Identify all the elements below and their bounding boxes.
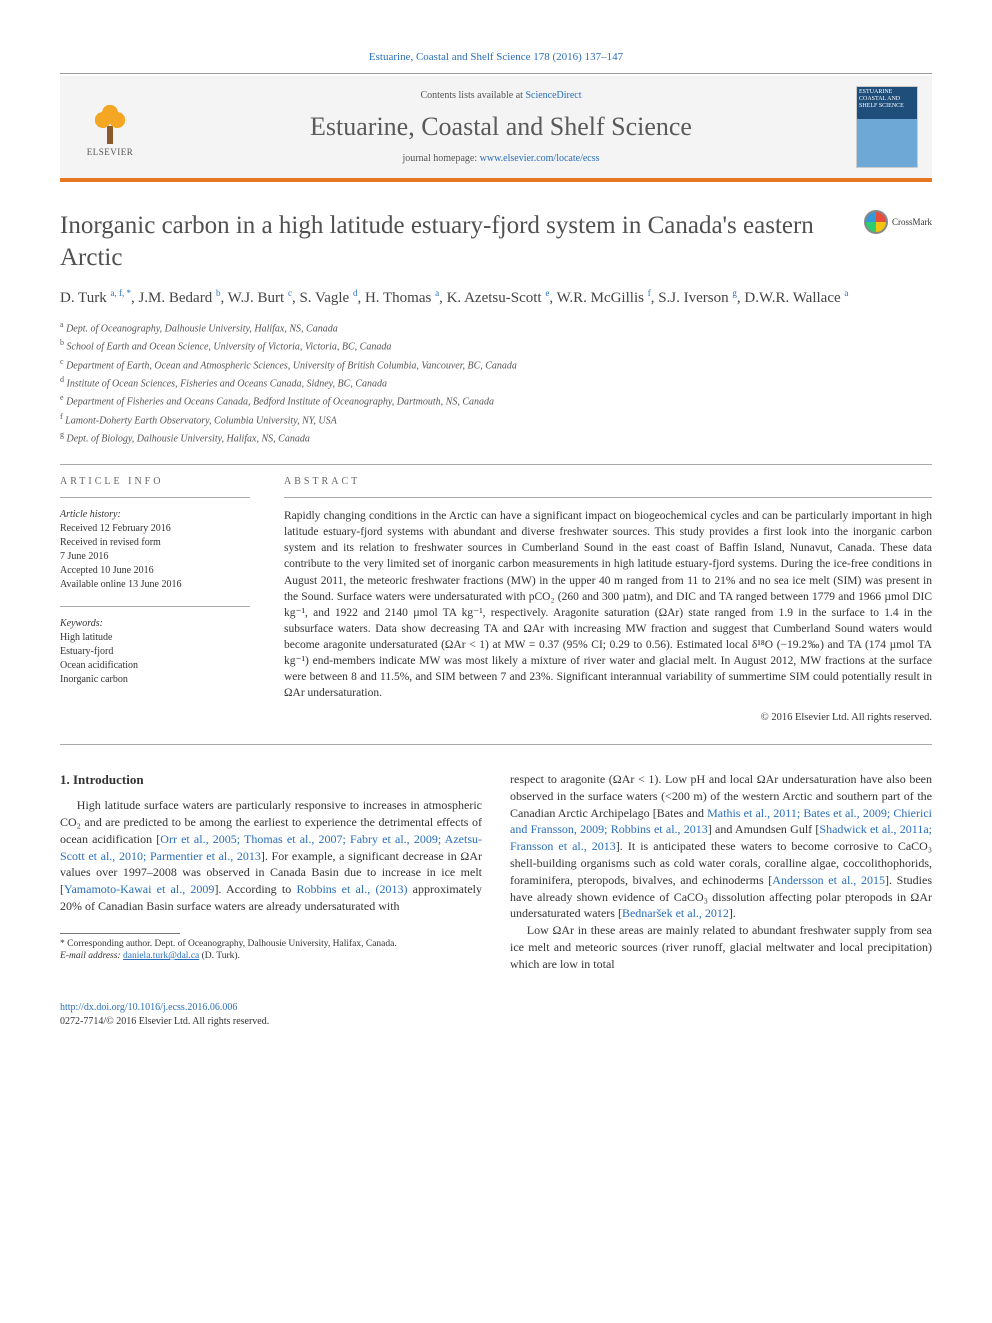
keyword-item: Inorganic carbon [60,673,250,687]
history-line: Received in revised form [60,536,250,550]
history-line: 7 June 2016 [60,550,250,564]
crossmark-label: CrossMark [892,216,932,229]
abstract-heading: ABSTRACT [284,475,932,489]
affiliations: a Dept. of Oceanography, Dalhousie Unive… [60,319,932,446]
keyword-item: Estuary-fjord [60,645,250,659]
footnote-rule [60,933,180,934]
homepage-prefix: journal homepage: [402,153,479,164]
citation-link[interactable]: Robbins et al., (2013) [296,882,407,896]
affiliation-line: b School of Earth and Ocean Science, Uni… [60,337,932,354]
article-info-heading: ARTICLE INFO [60,475,250,489]
issn-copyright: 0272-7714/© 2016 Elsevier Ltd. All right… [60,1015,932,1029]
header-citation: Estuarine, Coastal and Shelf Science 178… [60,50,932,65]
corr-author-line: * Corresponding author. Dept. of Oceanog… [60,938,482,950]
corr-email-line: E-mail address: daniela.turk@dal.ca (D. … [60,950,482,962]
homepage-link[interactable]: www.elsevier.com/locate/ecss [480,153,600,164]
page-footer: http://dx.doi.org/10.1016/j.ecss.2016.06… [60,1001,932,1029]
affiliation-line: f Lamont-Doherty Earth Observatory, Colu… [60,411,932,428]
top-rule [60,73,932,74]
homepage-line: journal homepage: www.elsevier.com/locat… [146,152,856,166]
affiliation-line: d Institute of Ocean Sciences, Fisheries… [60,374,932,391]
author-list: D. Turk a, f, *, J.M. Bedard b, W.J. Bur… [60,287,932,309]
affiliation-line: g Dept. of Biology, Dalhousie University… [60,429,932,446]
elsevier-logo: ELSEVIER [74,96,146,159]
elsevier-tree-icon [86,96,134,144]
elsevier-word: ELSEVIER [74,146,146,159]
article-title: Inorganic carbon in a high latitude estu… [60,210,864,273]
journal-title: Estuarine, Coastal and Shelf Science [146,109,856,145]
email-label: E-mail address: [60,951,123,961]
keyword-item: Ocean acidification [60,659,250,673]
sciencedirect-link[interactable]: ScienceDirect [525,90,581,101]
crossmark-icon [864,210,888,234]
text: (D. Turk). [199,951,240,961]
history-line: Accepted 10 June 2016 [60,564,250,578]
intro-paragraph-1-cont: respect to aragonite (ΩAr < 1). Low pH a… [510,771,932,922]
corr-email-link[interactable]: daniela.turk@dal.ca [123,951,199,961]
text: ]. According to [214,882,296,896]
contents-prefix: Contents lists available at [420,90,525,101]
text: ]. [729,906,736,920]
affiliation-line: a Dept. of Oceanography, Dalhousie Unive… [60,319,932,336]
citation-link[interactable]: Yamamoto-Kawai et al., 2009 [64,882,214,896]
abstract-column: ABSTRACT Rapidly changing conditions in … [284,475,932,726]
keyword-item: High latitude [60,631,250,645]
section-heading-intro: 1. Introduction [60,771,482,789]
history-line: Available online 13 June 2016 [60,578,250,592]
abstract-copyright: © 2016 Elsevier Ltd. All rights reserved… [284,711,932,726]
text: ] and Amundsen Gulf [ [708,822,820,836]
keywords-head: Keywords: [60,617,250,631]
citation-link[interactable]: Bednaršek et al., 2012 [622,906,729,920]
intro-paragraph-1: High latitude surface waters are particu… [60,797,482,915]
keywords-block: Keywords: High latitudeEstuary-fjordOcea… [60,617,250,687]
corresponding-footnote: * Corresponding author. Dept. of Oceanog… [60,938,482,963]
doi-link[interactable]: http://dx.doi.org/10.1016/j.ecss.2016.06… [60,1002,237,1013]
banner-center: Contents lists available at ScienceDirec… [146,89,856,165]
journal-cover-thumb: ESTUARINE COASTAL AND SHELF SCIENCE [856,86,918,168]
divider [60,464,932,465]
divider [60,744,932,745]
abstract-rule [284,497,932,498]
intro-paragraph-2: Low ΩAr in these areas are mainly relate… [510,922,932,972]
article-history: Article history: Received 12 February 20… [60,508,250,592]
crossmark-widget[interactable]: CrossMark [864,210,932,234]
info-rule [60,497,250,498]
body-two-column: 1. Introduction High latitude surface wa… [60,771,932,973]
citation-link[interactable]: Andersson et al., 2015 [772,873,885,887]
abstract-text: Rapidly changing conditions in the Arcti… [284,508,932,701]
affiliation-line: c Department of Earth, Ocean and Atmosph… [60,356,932,373]
article-info-column: ARTICLE INFO Article history: Received 1… [60,475,250,726]
history-line: Received 12 February 2016 [60,522,250,536]
affiliation-line: e Department of Fisheries and Oceans Can… [60,392,932,409]
contents-line: Contents lists available at ScienceDirec… [146,89,856,103]
journal-banner: ELSEVIER Contents lists available at Sci… [60,76,932,182]
info-rule [60,606,250,607]
history-head: Article history: [60,508,250,522]
